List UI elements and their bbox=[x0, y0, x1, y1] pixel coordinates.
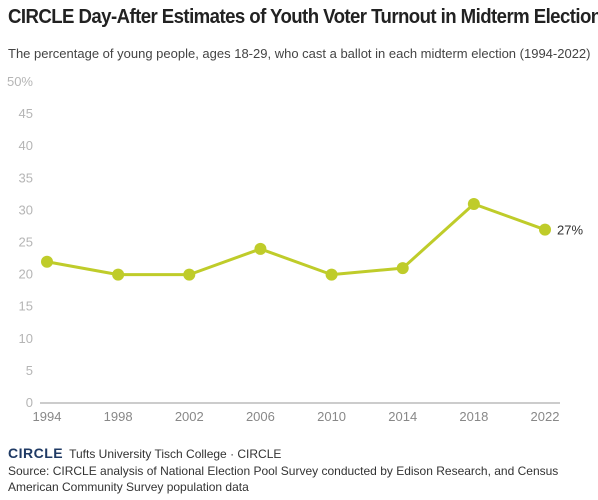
y-tick-label: 10 bbox=[19, 331, 33, 346]
org-credit: Tufts University Tisch College · CIRCLE bbox=[69, 447, 282, 461]
data-point bbox=[396, 262, 409, 275]
chart-title: CIRCLE Day-After Estimates of Youth Vote… bbox=[8, 6, 598, 28]
x-tick-label: 2018 bbox=[459, 409, 488, 424]
data-point bbox=[254, 242, 267, 255]
data-label: 27% bbox=[557, 223, 583, 238]
y-tick-label: 20 bbox=[19, 267, 33, 282]
footer: CIRCLE Tufts University Tisch College · … bbox=[8, 445, 281, 461]
line-chart: 0 5 10 15 20 25 30 35 40 45 50% 1994 1998 2002 2006 201… bbox=[7, 74, 583, 424]
x-tick-label: 2014 bbox=[388, 409, 417, 424]
y-tick-label: 45 bbox=[19, 106, 33, 121]
chart-subtitle: The percentage of young people, ages 18-… bbox=[8, 46, 591, 61]
y-tick-label: 0 bbox=[26, 395, 33, 410]
x-tick-label: 2002 bbox=[175, 409, 204, 424]
y-tick-label: 5 bbox=[26, 363, 33, 378]
data-point bbox=[325, 268, 338, 281]
circle-logo: CIRCLE bbox=[8, 445, 64, 461]
source-note: Source: CIRCLE analysis of National Elec… bbox=[8, 464, 559, 494]
x-tick-label: 2010 bbox=[317, 409, 346, 424]
data-point bbox=[112, 268, 125, 281]
y-tick-label: 40 bbox=[19, 138, 33, 153]
y-tick-label: 15 bbox=[19, 299, 33, 314]
x-tick-label: 1998 bbox=[104, 409, 133, 424]
x-tick-label: 2006 bbox=[246, 409, 275, 424]
series-line bbox=[46, 202, 546, 277]
data-point bbox=[539, 223, 551, 236]
x-tick-label: 1994 bbox=[33, 409, 62, 424]
y-tick-label: 25 bbox=[19, 235, 33, 250]
y-tick-label: 50% bbox=[7, 74, 33, 89]
data-point bbox=[467, 197, 480, 210]
y-tick-label: 30 bbox=[19, 202, 33, 217]
y-tick-label: 35 bbox=[19, 170, 33, 185]
data-point bbox=[41, 255, 53, 268]
data-point bbox=[183, 268, 196, 281]
x-tick-label: 2022 bbox=[531, 409, 560, 424]
